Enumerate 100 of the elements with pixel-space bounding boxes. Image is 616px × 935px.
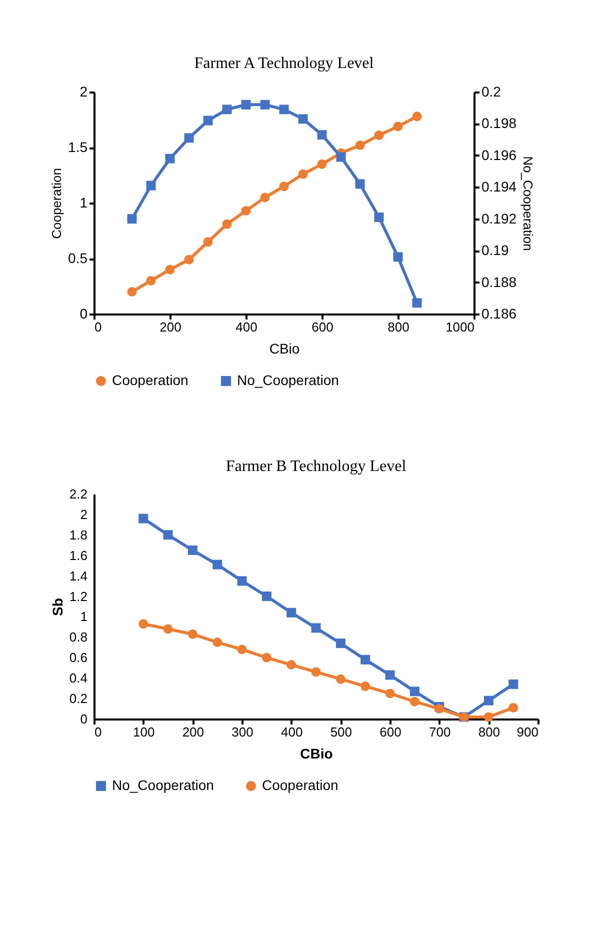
y-tick-label: 0.4 <box>69 670 88 686</box>
point <box>241 100 251 110</box>
x-axis-title: CBio <box>300 746 333 762</box>
point <box>127 214 137 224</box>
point <box>146 276 156 286</box>
point <box>355 179 365 189</box>
point <box>393 122 403 132</box>
point <box>262 652 272 662</box>
y-tick-label: 1.4 <box>69 568 88 584</box>
point <box>262 592 272 602</box>
point <box>410 696 420 706</box>
point <box>412 298 422 308</box>
point <box>298 169 308 179</box>
y2-tick-label: 0.2 <box>482 84 502 100</box>
point <box>336 674 346 684</box>
y2-tick-label: 0.186 <box>482 306 517 322</box>
legend-label: Cooperation <box>262 777 338 793</box>
point <box>138 514 148 524</box>
point <box>165 264 175 274</box>
point <box>385 670 395 680</box>
point <box>237 644 247 654</box>
legend-label: No_Cooperation <box>112 777 214 793</box>
point <box>203 116 213 126</box>
y-axis-title: Sb <box>49 598 66 616</box>
point <box>393 252 403 262</box>
x-tick-label: 1000 <box>446 320 474 334</box>
point <box>163 530 173 540</box>
point <box>188 546 198 555</box>
point <box>374 130 384 140</box>
point <box>484 696 494 706</box>
point <box>385 688 395 698</box>
x-tick-label: 700 <box>428 724 451 740</box>
point <box>508 703 518 712</box>
chart-title: Farmer A Technology Level <box>194 55 374 72</box>
y-tick-label: 2.2 <box>69 486 88 502</box>
point <box>127 287 137 297</box>
chart-title: Farmer B Technology Level <box>226 458 407 475</box>
point <box>336 638 346 648</box>
x-tick-label: 800 <box>478 724 500 740</box>
y-tick-label: 1 <box>80 609 88 624</box>
x-tick-label: 100 <box>132 724 155 740</box>
y-tick-label: 1.6 <box>69 548 88 563</box>
y2-tick-label: 0.194 <box>482 178 517 195</box>
point <box>336 152 346 162</box>
x-tick-label: 200 <box>182 724 204 740</box>
y-tick-label: 0 <box>80 712 88 726</box>
x-tick-label: 200 <box>160 320 182 334</box>
point <box>212 560 222 570</box>
point <box>138 619 148 629</box>
point <box>286 608 296 618</box>
x-tick-label: 400 <box>280 724 303 740</box>
y-tick-label: 1 <box>80 194 88 210</box>
point <box>163 624 173 634</box>
point <box>286 660 296 670</box>
point <box>360 654 370 664</box>
point <box>434 704 444 714</box>
y-tick-label: 0 <box>80 306 88 322</box>
point <box>410 686 420 696</box>
point <box>146 180 156 190</box>
point <box>165 154 175 164</box>
point <box>360 682 370 692</box>
y-axis-title: Cooperation <box>49 168 64 239</box>
x-tick-label: 600 <box>312 320 334 334</box>
point <box>184 254 194 264</box>
point <box>222 219 232 229</box>
y2-axis-title: No_Cooperation <box>520 156 536 251</box>
y2-tick-label: 0.196 <box>482 146 517 163</box>
point <box>260 100 270 110</box>
legend-label: No_Cooperation <box>237 372 339 388</box>
legend-label: Cooperation <box>112 372 188 388</box>
x-tick-label: 400 <box>236 320 258 334</box>
point <box>508 679 518 689</box>
point <box>374 212 384 222</box>
point <box>279 104 289 114</box>
x-tick-label: 0 <box>94 724 102 740</box>
x-tick-label: 800 <box>388 320 410 334</box>
y-tick-label: 0.5 <box>68 250 88 266</box>
point <box>212 638 222 648</box>
point <box>241 206 251 216</box>
y-tick-label: 0.6 <box>69 650 88 666</box>
point <box>188 629 198 639</box>
point <box>355 140 365 150</box>
x-tick-label: 600 <box>380 724 402 740</box>
point <box>203 237 213 247</box>
y2-tick-label: 0.19 <box>482 242 509 258</box>
x-tick-label: 300 <box>232 724 254 740</box>
y-tick-label: 0.2 <box>69 691 88 706</box>
x-tick-label: 900 <box>516 724 538 740</box>
point <box>412 112 422 122</box>
point <box>317 159 327 169</box>
point <box>484 712 494 722</box>
y-tick-label: 2 <box>80 84 88 100</box>
point <box>279 182 289 192</box>
x-tick-label: 500 <box>330 724 352 740</box>
y-tick-label: 0.8 <box>69 630 88 645</box>
point <box>260 192 270 202</box>
x-axis-title: CBio <box>269 340 300 356</box>
y2-tick-label: 0.192 <box>482 210 517 226</box>
y-tick-label: 1.5 <box>68 139 88 155</box>
y-tick-label: 1.2 <box>69 588 88 604</box>
